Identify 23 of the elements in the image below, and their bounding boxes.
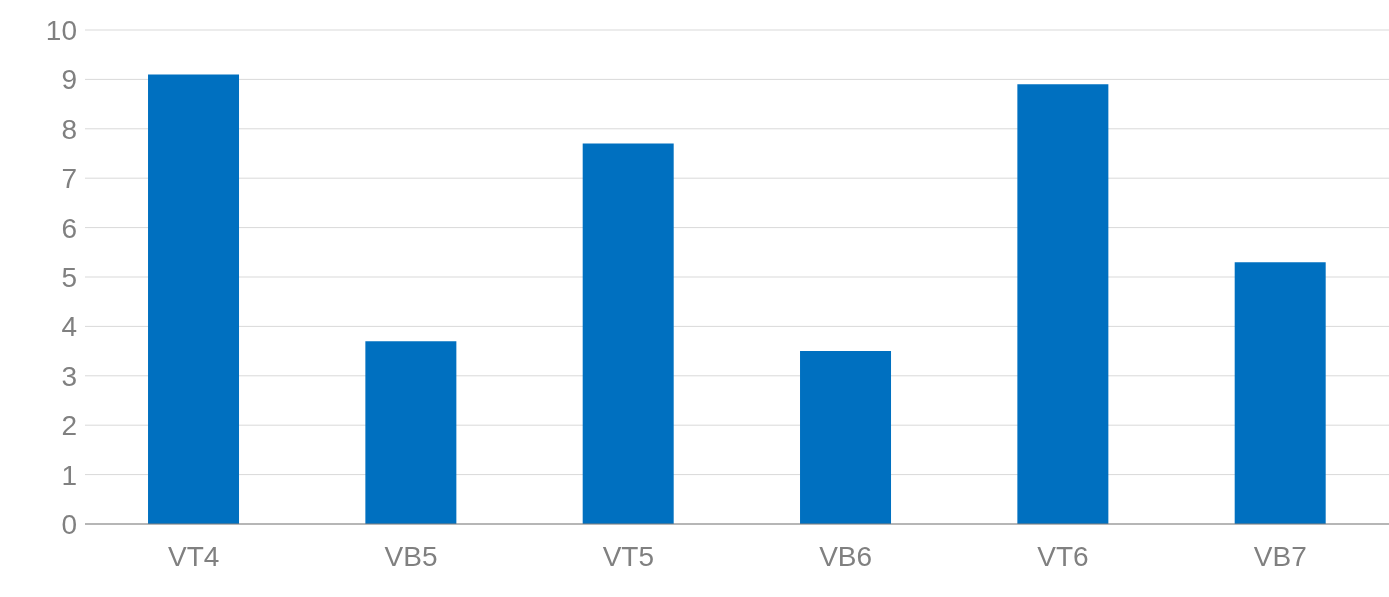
y-tick-label: 2 [61, 410, 77, 442]
y-tick-label: 5 [61, 261, 77, 293]
y-tick-label: 10 [45, 14, 77, 46]
y-tick-label: 9 [61, 64, 77, 96]
bar [365, 341, 457, 524]
y-tick-label: 4 [61, 311, 77, 343]
bar [148, 74, 240, 524]
x-tick-label: VB6 [819, 540, 873, 572]
x-tick-label: VB5 [384, 540, 438, 572]
y-tick-label: 0 [61, 508, 77, 540]
x-tick-label: VT5 [602, 540, 655, 572]
x-tick-label: VB7 [1253, 540, 1307, 572]
y-tick-label: 6 [61, 212, 77, 244]
y-tick-label: 1 [61, 459, 77, 491]
y-tick-label: 8 [61, 113, 77, 145]
bar [1017, 84, 1109, 524]
y-tick-label: 7 [61, 163, 77, 195]
x-tick-label: VT6 [1037, 540, 1089, 572]
bar [1234, 262, 1326, 524]
y-tick-label: 3 [61, 360, 77, 392]
x-tick-label: VT4 [167, 540, 220, 572]
bar [800, 351, 892, 524]
bar [582, 143, 674, 524]
